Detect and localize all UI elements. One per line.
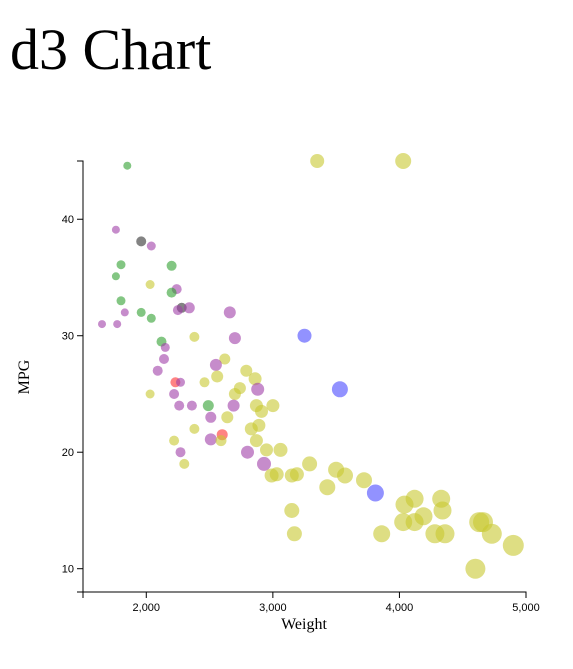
data-point-13 bbox=[116, 296, 126, 306]
data-point-73 bbox=[337, 467, 353, 484]
data-point-92 bbox=[502, 534, 524, 556]
data-point-1 bbox=[310, 154, 325, 168]
y-tick-label: 10 bbox=[62, 564, 74, 576]
data-point-72 bbox=[289, 467, 304, 482]
data-point-58 bbox=[169, 435, 180, 446]
data-point-52 bbox=[221, 411, 234, 424]
data-point-45 bbox=[186, 400, 197, 411]
x-axis-label: Weight bbox=[281, 616, 327, 633]
data-point-31 bbox=[152, 365, 163, 376]
y-tick-label: 40 bbox=[62, 214, 74, 226]
y-axis-line bbox=[77, 160, 84, 593]
data-point-30 bbox=[209, 358, 222, 371]
data-point-3 bbox=[123, 161, 132, 170]
data-point-50 bbox=[266, 399, 280, 413]
x-tick-label: 5,000 bbox=[512, 602, 540, 614]
data-point-90 bbox=[373, 525, 391, 543]
data-point-80 bbox=[433, 501, 452, 520]
data-point-15 bbox=[183, 302, 195, 314]
data-point-46 bbox=[202, 400, 214, 412]
data-point-16 bbox=[172, 305, 183, 316]
data-point-39 bbox=[331, 381, 348, 398]
data-point-49 bbox=[255, 404, 268, 418]
data-point-5 bbox=[136, 236, 147, 247]
data-point-43 bbox=[145, 389, 155, 399]
data-point-36 bbox=[176, 377, 185, 387]
data-point-74 bbox=[356, 472, 372, 489]
data-point-23 bbox=[297, 328, 312, 343]
data-point-12 bbox=[166, 287, 177, 298]
data-point-24 bbox=[189, 331, 200, 342]
data-point-64 bbox=[273, 442, 288, 457]
data-point-22 bbox=[113, 320, 122, 329]
data-point-62 bbox=[241, 445, 254, 459]
x-tick-label: 2,000 bbox=[133, 602, 161, 614]
x-tick-label: 4,000 bbox=[386, 602, 414, 614]
data-point-6 bbox=[146, 241, 156, 251]
data-point-17 bbox=[120, 308, 129, 317]
data-point-88 bbox=[435, 524, 455, 544]
y-tick-label: 20 bbox=[62, 447, 74, 459]
y-tick-label: 30 bbox=[62, 331, 74, 343]
x-axis: 2,000 3,000 4,000 5,000 bbox=[82, 591, 540, 614]
data-point-57 bbox=[204, 433, 217, 446]
data-point-9 bbox=[111, 272, 120, 281]
y-axis: 10 20 30 40 bbox=[62, 160, 84, 593]
data-point-40 bbox=[251, 382, 265, 396]
data-point-20 bbox=[146, 313, 156, 323]
data-point-54 bbox=[189, 423, 200, 434]
data-point-89 bbox=[481, 523, 502, 544]
data-point-7 bbox=[116, 260, 126, 270]
x-axis-line bbox=[82, 591, 527, 598]
data-point-29 bbox=[219, 353, 231, 365]
data-point-41 bbox=[228, 388, 241, 400]
x-tick-label: 3,000 bbox=[259, 602, 287, 614]
y-axis-label: MPG bbox=[16, 359, 33, 394]
data-point-61 bbox=[175, 447, 186, 458]
data-point-19 bbox=[223, 306, 236, 319]
data-point-28 bbox=[159, 354, 169, 364]
data-point-34 bbox=[248, 372, 262, 386]
data-point-75 bbox=[319, 479, 336, 496]
data-point-8 bbox=[166, 260, 177, 271]
data-point-63 bbox=[260, 443, 273, 457]
data-point-44 bbox=[174, 400, 185, 411]
data-point-51 bbox=[205, 411, 217, 423]
data-point-25 bbox=[228, 332, 241, 345]
data-point-55 bbox=[244, 422, 258, 436]
data-point-81 bbox=[284, 503, 300, 518]
data-point-42 bbox=[169, 389, 180, 399]
data-point-93 bbox=[465, 558, 486, 579]
data-point-21 bbox=[98, 320, 106, 329]
data-point-84 bbox=[405, 513, 424, 532]
data-point-10 bbox=[145, 280, 155, 289]
data-point-47 bbox=[227, 399, 240, 412]
data-point-79 bbox=[395, 495, 414, 514]
data-point-76 bbox=[366, 484, 384, 502]
data-point-27 bbox=[160, 342, 170, 352]
data-point-67 bbox=[302, 456, 318, 472]
data-point-4 bbox=[111, 225, 120, 234]
data-point-37 bbox=[199, 377, 210, 388]
data-point-60 bbox=[249, 434, 263, 448]
data-point-91 bbox=[286, 526, 302, 542]
data-point-59 bbox=[215, 435, 227, 447]
page-title: d3 Chart bbox=[10, 17, 212, 82]
data-point-65 bbox=[179, 458, 190, 469]
data-point-33 bbox=[211, 370, 224, 383]
points-layer bbox=[98, 153, 524, 579]
data-point-70 bbox=[269, 467, 284, 482]
data-point-2 bbox=[395, 153, 412, 169]
data-point-32 bbox=[240, 364, 253, 377]
data-point-66 bbox=[257, 456, 271, 471]
data-point-18 bbox=[136, 307, 146, 317]
